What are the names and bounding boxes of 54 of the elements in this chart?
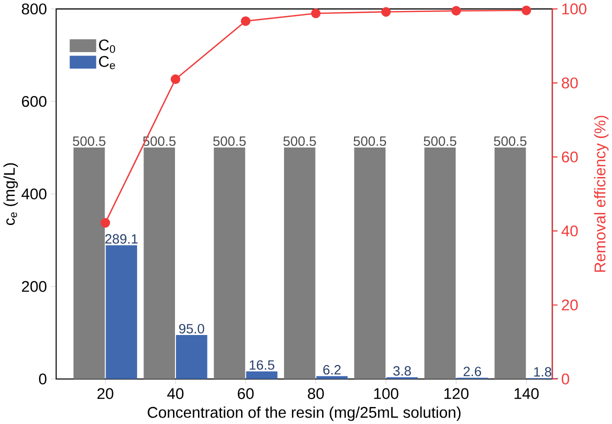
bar xyxy=(74,147,105,379)
point xyxy=(381,6,391,17)
bar xyxy=(214,147,246,379)
point xyxy=(100,218,110,228)
y2-tick-label: 80 xyxy=(562,77,578,88)
x-tick-label: 80 xyxy=(308,388,324,399)
bar xyxy=(316,376,348,379)
y-tick-label: 400 xyxy=(22,188,46,200)
y2-tick-label: 100 xyxy=(562,3,586,14)
bar xyxy=(106,245,138,379)
y2-tick-label: 40 xyxy=(561,225,578,236)
point xyxy=(311,8,321,18)
bar xyxy=(424,147,456,379)
bar xyxy=(246,371,278,379)
data-label: 95.0 xyxy=(179,324,204,334)
point xyxy=(451,6,461,16)
data-label: 500.5 xyxy=(354,136,386,146)
x-tick-label: 100 xyxy=(374,388,398,399)
legend-label: C$_{e}$ xyxy=(99,56,115,69)
x-tick-label: 60 xyxy=(238,388,254,399)
y-tick-label: 200 xyxy=(22,280,46,292)
data-label: 2.6 xyxy=(464,366,482,376)
bar xyxy=(354,147,386,379)
x-tick-label: 40 xyxy=(167,388,184,399)
data-label: 1.8 xyxy=(534,366,552,376)
y-tick-label: 600 xyxy=(22,96,46,107)
y2-tick-label: 20 xyxy=(562,299,578,310)
point xyxy=(240,16,250,26)
data-label: 3.8 xyxy=(393,366,411,376)
y2-tick-label: 60 xyxy=(562,151,578,162)
bar xyxy=(144,147,175,379)
legend-label: C$_{0}$ xyxy=(99,39,116,53)
data-label: 500.5 xyxy=(424,136,456,146)
y2-tick-label: 0 xyxy=(562,373,570,384)
y-tick-label: 0 xyxy=(39,373,46,384)
data-label: 500.5 xyxy=(283,136,316,146)
y-tick-label: 800 xyxy=(22,3,46,14)
data-label: 6.2 xyxy=(323,364,341,374)
x-tick-label: 120 xyxy=(444,388,468,399)
x-axis-title: Concentration of the resin (mg/25mL solution) xyxy=(148,406,461,421)
x-tick-label: 20 xyxy=(97,388,114,399)
data-label: 16.5 xyxy=(250,360,274,370)
data-label: 500.5 xyxy=(494,136,526,146)
point xyxy=(170,74,180,84)
y2-axis-title: Removal efficiency (%) xyxy=(594,116,609,272)
y-axis-title: c$_{e}$ (mg/L) xyxy=(3,163,18,225)
data-label: 289.1 xyxy=(105,234,138,244)
x-tick-label: 140 xyxy=(514,388,539,399)
data-label: 500.5 xyxy=(213,136,246,146)
point xyxy=(522,5,532,16)
bar xyxy=(494,147,526,379)
bar xyxy=(176,334,208,379)
data-label: 500.5 xyxy=(72,136,106,146)
bar xyxy=(284,147,316,379)
